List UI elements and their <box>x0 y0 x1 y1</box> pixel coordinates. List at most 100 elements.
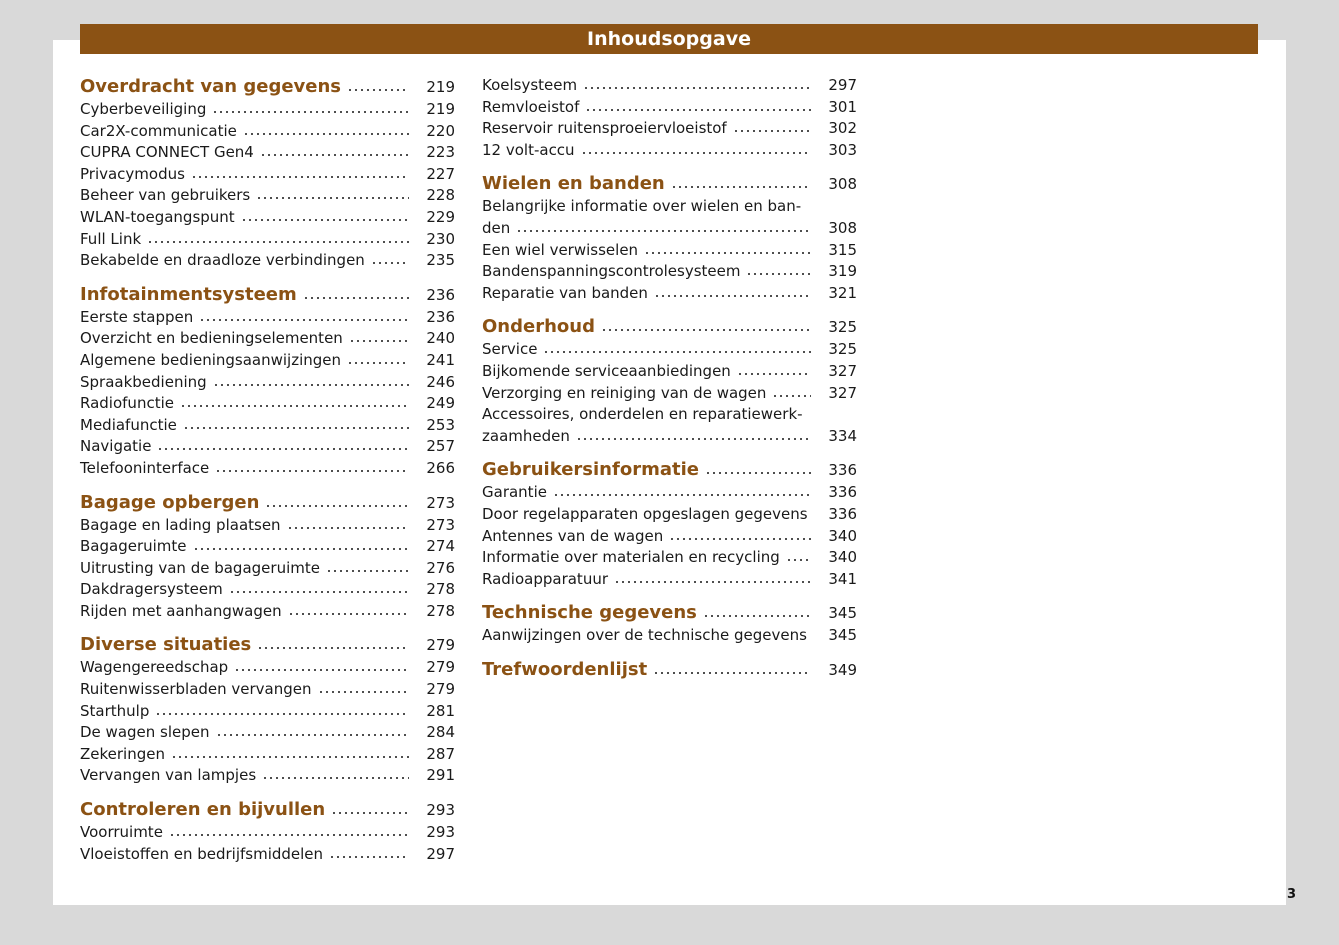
dot-leader <box>580 150 811 155</box>
dot-leader <box>317 690 409 695</box>
page-ref: 273 <box>426 515 455 534</box>
dot-leader <box>242 131 409 136</box>
toc-column: Koelsysteem 297 Remvloeistof 301 Reservoir r… <box>482 75 857 682</box>
page-ref: 253 <box>426 415 455 434</box>
dot-leader <box>329 854 409 859</box>
page-ref: 278 <box>426 601 455 620</box>
toc-entry: Aanwijzingen over de technische gegevens… <box>482 625 857 647</box>
toc-entry: Reparatie van banden 321 <box>482 283 857 305</box>
entry-title: Remvloeistof <box>482 97 580 116</box>
dot-leader <box>600 328 811 333</box>
entry-title: Bagage en lading plaatsen <box>80 515 281 534</box>
toc-entry: Ruitenwisserbladen vervangen 279 <box>80 679 455 701</box>
toc-entry: De wagen slepen 284 <box>80 722 455 744</box>
dot-leader <box>259 153 409 158</box>
heading-title: Technische gegevens <box>482 602 697 624</box>
entry-title: Eerste stappen <box>80 307 194 326</box>
dot-leader <box>257 646 409 651</box>
entry-title: Beheer van gebruikers <box>80 186 251 205</box>
toc-entry: Full Link 230 <box>80 229 455 251</box>
entry-title: Vloeistoffen en bedrijfsmiddelen <box>80 844 324 863</box>
toc-entry: Bagageruimte 274 <box>80 536 455 558</box>
page-ref: 284 <box>426 723 455 742</box>
dot-leader <box>287 611 409 616</box>
toc-entry: Beheer van gebruikers 228 <box>80 185 455 207</box>
page-ref: 325 <box>828 340 857 359</box>
section-heading: Trefwoordenlijst 349 <box>482 658 857 682</box>
entry-title: den <box>482 218 511 237</box>
toc-entry: Starthulp 281 <box>80 701 455 723</box>
section-heading: Gebruikersinformatie 336 <box>482 458 857 482</box>
dot-leader <box>170 754 409 759</box>
dot-leader <box>732 129 811 134</box>
section-heading: Bagage opbergen 273 <box>80 491 455 515</box>
entry-title: Ruitenwisserbladen vervangen <box>80 680 312 699</box>
entry-title: Belangrijke informatie over wielen en ba… <box>482 197 802 216</box>
entry-title: Accessoires, onderdelen en reparatiewerk… <box>482 405 803 424</box>
entry-title: Wagengereedschap <box>80 658 229 677</box>
section-heading: Diverse situaties 279 <box>80 633 455 657</box>
toc-entry: CUPRA CONNECT Gen4 223 <box>80 142 455 164</box>
dot-leader <box>179 404 409 409</box>
page-ref: 345 <box>828 626 857 645</box>
toc-entry: Bekabelde en draadloze verbindingen 235 <box>80 250 455 272</box>
entry-title: De wagen slepen <box>80 723 210 742</box>
toc-entry: Overzicht en bedieningselementen 240 <box>80 328 455 350</box>
entry-title: Privacymodus <box>80 164 185 183</box>
page-ref: 325 <box>828 318 857 337</box>
toc-entry: Telefooninterface 266 <box>80 458 455 480</box>
entry-title: Radioapparatuur <box>482 569 608 588</box>
page-ref: 340 <box>828 526 857 545</box>
page-ref: 291 <box>426 766 455 785</box>
dot-leader <box>331 811 409 816</box>
toc-entry: Car2X-communicatie 220 <box>80 121 455 143</box>
entry-title: 12 volt-accu <box>482 140 575 159</box>
dot-leader <box>702 614 811 619</box>
toc-entry: Rijden met aanhangwagen 278 <box>80 601 455 623</box>
section-heading: Technische gegevens 345 <box>482 601 857 625</box>
page-ref: 334 <box>828 426 857 445</box>
header-title: Inhoudsopgave <box>80 24 1258 54</box>
entry-title: Aanwijzingen over de technische gegevens <box>482 626 807 645</box>
toc-entry: Wagengereedschap 279 <box>80 657 455 679</box>
dot-leader <box>653 670 811 675</box>
toc-entry: Remvloeistof 301 <box>482 97 857 119</box>
toc-entry: WLAN-toegangspunt 229 <box>80 207 455 229</box>
dot-leader <box>644 250 811 255</box>
entry-title: Rijden met aanhangwagen <box>80 601 282 620</box>
dot-leader <box>199 317 409 322</box>
dot-leader <box>192 547 409 552</box>
page-ref: 246 <box>426 372 455 391</box>
dot-leader <box>583 86 811 90</box>
dot-leader <box>147 239 409 244</box>
dot-leader <box>585 107 811 112</box>
page-ref: 279 <box>426 658 455 677</box>
dot-leader <box>212 110 409 114</box>
entry-title: Informatie over materialen en recycling <box>482 548 780 567</box>
page-ref: 327 <box>828 383 857 402</box>
dot-leader <box>234 668 409 673</box>
entry-title: zaamheden <box>482 426 570 445</box>
entry-title: Bijkomende serviceaanbiedingen <box>482 361 731 380</box>
toc-entry: Voorruimte 293 <box>80 822 455 844</box>
page-ref: 236 <box>426 307 455 326</box>
entry-title: Dakdragersysteem <box>80 580 223 599</box>
dot-leader <box>704 471 811 476</box>
entry-title: Algemene bedieningsaanwijzingen <box>80 350 342 369</box>
toc-entry: Bijkomende serviceaanbiedingen 327 <box>482 361 857 383</box>
toc-entry: Spraakbediening 246 <box>80 372 455 394</box>
toc-entry: Verzorging en reiniging van de wagen 327 <box>482 383 857 405</box>
toc-entry: Antennes van de wagen 340 <box>482 526 857 548</box>
page-ref: 293 <box>426 823 455 842</box>
entry-title: Spraakbediening <box>80 372 207 391</box>
entry-title: Een wiel verwisselen <box>482 240 639 259</box>
page-ref: 345 <box>828 604 857 623</box>
toc-entry: Algemene bedieningsaanwijzingen 241 <box>80 350 455 372</box>
heading-title: Bagage opbergen <box>80 491 260 513</box>
page-ref: 257 <box>426 437 455 456</box>
entry-title: Service <box>482 340 538 359</box>
page-ref: 249 <box>426 394 455 413</box>
dot-leader <box>256 196 409 201</box>
page-ref: 236 <box>426 285 455 304</box>
dot-leader <box>653 293 811 298</box>
